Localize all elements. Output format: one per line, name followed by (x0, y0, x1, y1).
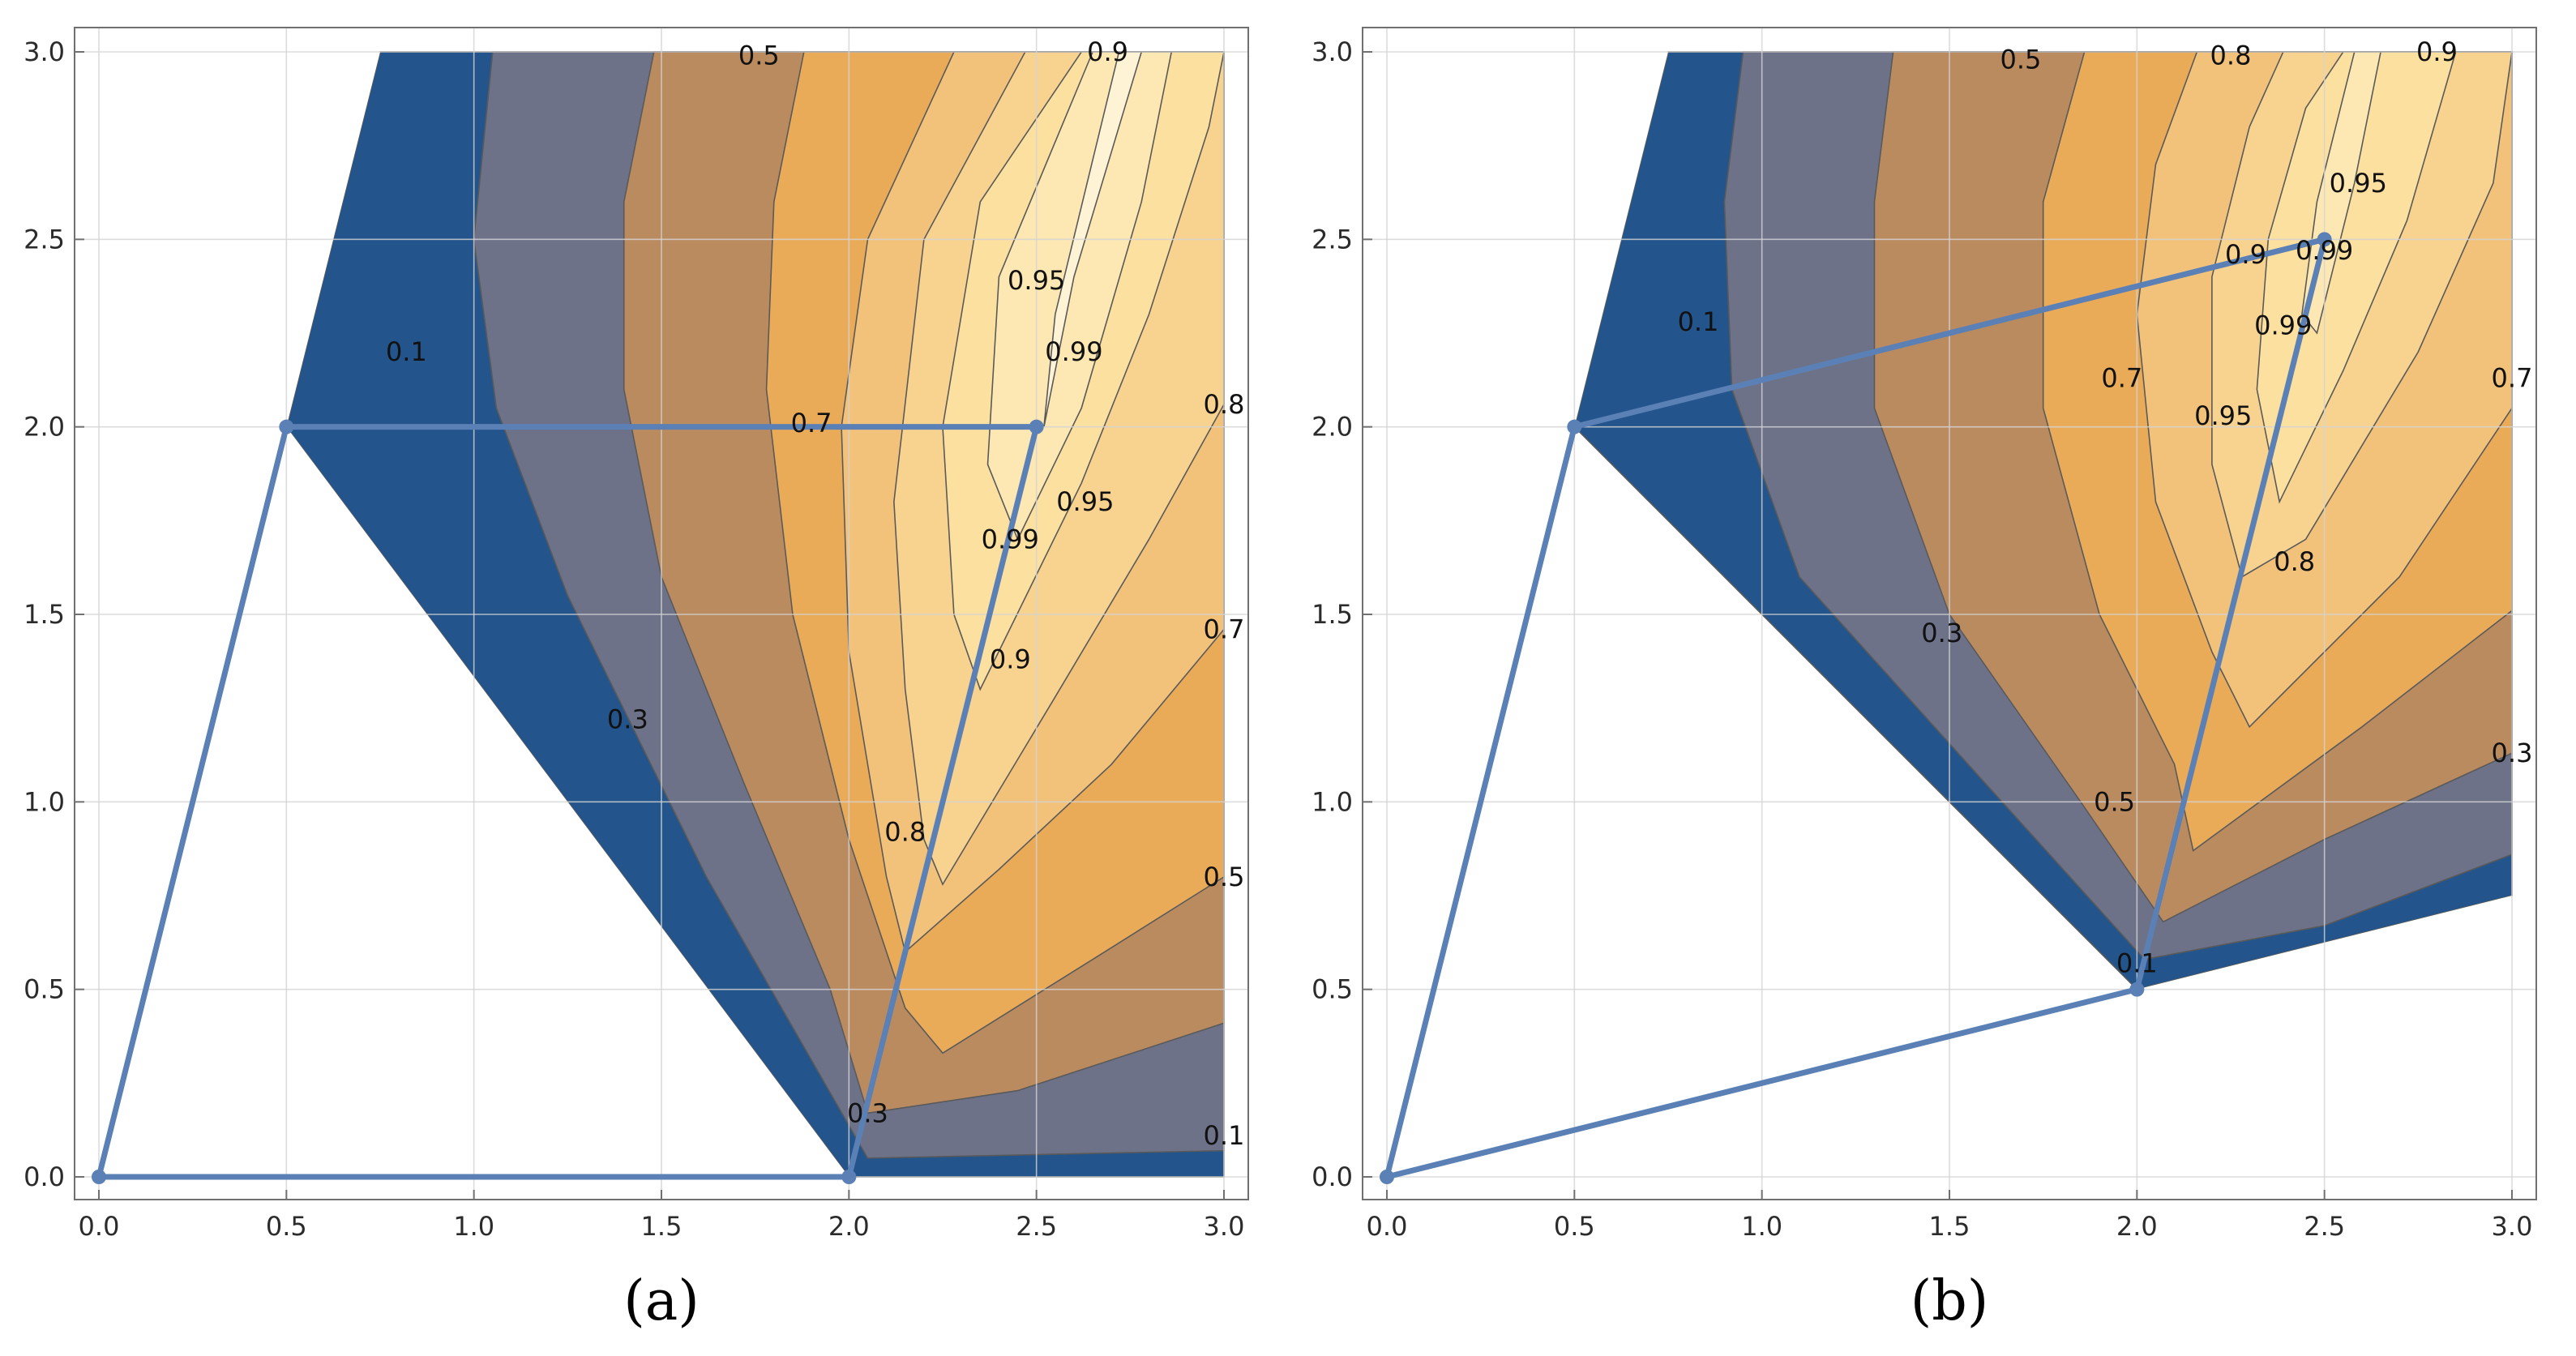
panel-label: (b) (1911, 1269, 1989, 1333)
polygon-vertex (92, 1170, 106, 1184)
contour-label: 0.1 (386, 336, 427, 367)
polygon-edge (845, 424, 1040, 1180)
contour-label: 0.9 (2416, 36, 2458, 67)
polygon-vertex (2317, 232, 2332, 247)
outside-region (61, 52, 849, 1177)
contour-label: 0.7 (2492, 363, 2533, 394)
contour-label: 0.7 (791, 408, 832, 438)
polygon-group (1380, 232, 2332, 1184)
y-tick-label: 0.0 (24, 1161, 65, 1192)
contour-label: 0.8 (884, 816, 926, 847)
x-tick-label: 0.0 (79, 1211, 120, 1242)
contour-label: 0.5 (738, 41, 780, 71)
y-tick-label: 2.5 (1312, 224, 1353, 255)
contour-label: 0.99 (982, 524, 1039, 554)
chart-panel-a: 0.0 0.5 1.0 1.5 2.0 2.5 3.0 0.0 0.5 1.0 1.5 2.0 2.5 3… (24, 27, 1249, 1333)
contour-label: 0.99 (1045, 336, 1102, 367)
y-tick-label: 0.5 (1312, 974, 1353, 1005)
y-tick-label: 2.0 (1312, 412, 1353, 443)
contour-label: 0.8 (2210, 41, 2252, 71)
contour-label: 0.9 (2225, 239, 2266, 270)
band-0.9-0.95 (2256, 51, 2457, 504)
x-tick-label: 2.0 (828, 1211, 870, 1242)
polygon-vertex (841, 1170, 857, 1184)
contour-label: 0.5 (2000, 44, 2041, 75)
x-tick-label: 3.0 (2492, 1211, 2533, 1242)
y-tick-label: 3.0 (1312, 36, 1353, 67)
polygon-edge (1384, 986, 2140, 1180)
polygon-edge (2133, 236, 2328, 993)
polygon-edge (96, 424, 289, 1180)
polygon-vertex (1567, 419, 1582, 434)
contour-label: 0.95 (2194, 400, 2252, 431)
polygon-edge (1384, 424, 1577, 1180)
y-tick-label: 2.5 (24, 224, 65, 255)
contour-label: 0.3 (1921, 618, 1962, 648)
contour-label: 0.8 (2274, 546, 2315, 577)
contour-label: 0.5 (1204, 862, 1245, 892)
band-0.95-0.99 (986, 51, 1173, 541)
x-tick-label: 1.5 (1929, 1211, 1971, 1242)
grid-lines (1363, 28, 2536, 1200)
contour-label: 0.7 (2101, 363, 2142, 394)
x-tick-label: 1.5 (641, 1211, 683, 1242)
y-tick-label: 1.0 (24, 786, 65, 817)
contour-label: 0.99 (2296, 235, 2353, 266)
x-tick-label: 2.0 (2116, 1211, 2158, 1242)
contour-label: 0.5 (2094, 786, 2135, 817)
y-tick-label: 1.0 (1312, 786, 1353, 817)
contour-label: 0.95 (2330, 168, 2387, 199)
contour-label: 0.95 (1008, 265, 1065, 296)
x-tick-label: 0.0 (1367, 1211, 1408, 1242)
contour-label: 0.1 (1204, 1120, 1245, 1151)
polygon-edge (1571, 236, 2328, 430)
contour-label: 0.3 (847, 1097, 888, 1128)
contour-label: 0.3 (607, 704, 648, 735)
outside-region-bottom (1349, 896, 2512, 1215)
y-tick-label: 3.0 (24, 36, 65, 67)
axis-ticks: 0.0 0.5 1.0 1.5 2.0 2.5 3.0 0.0 0.5 1.0 1.5 2.0 2.5 3… (1312, 36, 2532, 1242)
polygon-vertex (1029, 419, 1044, 434)
x-tick-label: 1.0 (1741, 1211, 1782, 1242)
panel-label: (a) (623, 1269, 700, 1333)
axis-ticks: 0.0 0.5 1.0 1.5 2.0 2.5 3.0 0.0 0.5 1.0 1.5 2.0 2.5 3… (24, 36, 1244, 1242)
polygon-group (92, 419, 1044, 1184)
y-tick-label: 1.5 (24, 599, 65, 630)
x-tick-label: 0.5 (1554, 1211, 1595, 1242)
polygon-vertex (2129, 982, 2145, 997)
x-tick-label: 0.5 (266, 1211, 307, 1242)
contour-labels: 0.1 0.3 0.5 0.7 0.8 0.9 0.95 0.99 0.95 0.99 0.9 0.8… (386, 36, 1245, 1151)
contour-label: 0.1 (1678, 306, 1719, 337)
contour-label: 0.3 (2492, 738, 2533, 768)
x-tick-label: 1.0 (453, 1211, 494, 1242)
y-tick-label: 0.5 (24, 974, 65, 1005)
x-tick-label: 3.0 (1204, 1211, 1245, 1242)
contour-label: 0.9 (1087, 36, 1128, 67)
contour-labels: 0.1 0.3 0.5 0.8 0.9 0.95 0.9 0.99 0.99 0.7 0.95 0.7… (1678, 36, 2533, 978)
contour-label: 0.95 (1056, 486, 1114, 517)
polygon-vertex (1380, 1170, 1394, 1184)
y-tick-label: 0.0 (1312, 1161, 1353, 1192)
x-tick-label: 2.5 (2304, 1211, 2345, 1242)
y-tick-label: 1.5 (1312, 599, 1353, 630)
contour-label: 0.7 (1204, 614, 1245, 645)
polygon-vertex (279, 419, 294, 434)
y-tick-label: 2.0 (24, 412, 65, 443)
chart-panel-b: 0.0 0.5 1.0 1.5 2.0 2.5 3.0 0.0 0.5 1.0 1.5 2.0 2.5 3… (1288, 0, 2576, 1356)
x-tick-label: 2.5 (1016, 1211, 1057, 1242)
contour-label: 0.8 (1204, 389, 1245, 420)
contour-label: 0.1 (2116, 947, 2158, 978)
contour-label: 0.9 (990, 644, 1031, 675)
contour-label: 0.99 (2254, 310, 2312, 341)
